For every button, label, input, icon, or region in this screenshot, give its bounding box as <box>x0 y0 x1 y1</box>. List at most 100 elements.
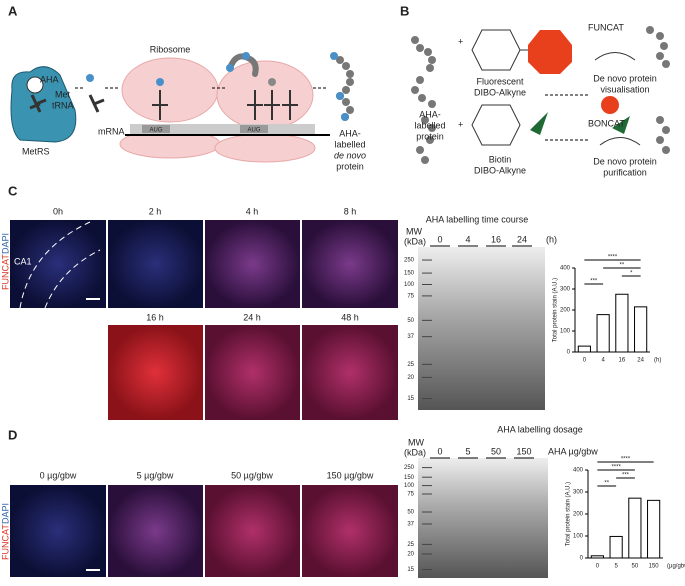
sig-label: *** <box>590 279 598 285</box>
mw-marker: 37 <box>407 334 414 340</box>
mw-marker: 100 <box>404 282 415 288</box>
lane-label: 150 <box>516 446 531 456</box>
label: visualisation <box>600 84 649 94</box>
sig-label: **** <box>621 457 631 463</box>
x-tick-label: 50 <box>632 564 639 570</box>
mw-marker: 75 <box>407 492 414 498</box>
label: De novo protein <box>593 73 657 83</box>
label: mRNA <box>98 126 125 136</box>
label: protein <box>336 161 364 171</box>
x-axis-label: (µg/gbw) <box>667 564 685 570</box>
image-caption: 150 µg/gbw <box>327 470 374 480</box>
label: MetRS <box>22 146 50 156</box>
label: CA1 <box>14 256 32 266</box>
title: AHA labelling dosage <box>497 424 583 434</box>
sig-label: **** <box>608 255 618 261</box>
panel-label: B <box>400 3 409 18</box>
title: AHA labelling time course <box>426 214 529 224</box>
label: DIBO-Alkyne <box>474 165 526 175</box>
y-tick-label: 300 <box>560 287 571 293</box>
x-tick-label: 4 <box>601 358 605 364</box>
label: de novo <box>334 150 366 160</box>
label: AHA µg/gbw <box>548 446 598 456</box>
y-tick-label: 200 <box>560 308 571 314</box>
image-caption: 50 µg/gbw <box>231 470 273 480</box>
label: MW <box>406 226 422 236</box>
label: FUNCAT <box>0 254 10 290</box>
y-tick-label: 200 <box>573 512 584 518</box>
lane-label: 0 <box>437 446 442 456</box>
mw-marker: 250 <box>404 258 415 264</box>
label: AUG <box>149 128 162 134</box>
label: purification <box>603 167 647 177</box>
panel-d-images: FUNCAT DAPI AHA labelling dosage MW (kDa… <box>0 424 598 578</box>
mw-marker: 20 <box>407 552 414 558</box>
mw-marker: 250 <box>404 465 415 471</box>
label: (h) <box>546 234 557 244</box>
panel-c-images: CA1 FUNCAT DAPI AHA labelling time cours… <box>0 214 557 420</box>
label: FUNCAT <box>588 22 624 32</box>
y-tick-label: 300 <box>573 490 584 496</box>
label: De novo protein <box>593 156 657 166</box>
x-tick-label: 24 <box>637 358 644 364</box>
bar <box>577 345 591 353</box>
sig-label: ** <box>620 263 625 269</box>
bar <box>634 306 648 353</box>
mw-marker: 15 <box>407 567 414 573</box>
mw-marker: 20 <box>407 375 414 381</box>
y-tick-label: 100 <box>560 329 571 335</box>
label: labelled <box>414 120 445 130</box>
sig-label: *** <box>622 473 630 479</box>
bar <box>590 555 604 559</box>
bar <box>596 314 610 353</box>
bar <box>628 497 642 559</box>
y-tick-label: 0 <box>567 350 571 356</box>
label: AHA <box>40 74 59 84</box>
y-axis-label: Total protein stain (A.U.) <box>566 482 572 546</box>
x-tick-label: 0 <box>583 358 587 364</box>
mw-marker: 50 <box>407 510 414 516</box>
bar <box>615 293 629 353</box>
label: protein <box>416 131 444 141</box>
label: (kDa) <box>404 447 426 457</box>
lane-label: 5 <box>465 446 470 456</box>
image-caption: 4 h <box>246 206 259 216</box>
x-tick-label: 5 <box>614 564 618 570</box>
y-tick-label: 0 <box>580 556 584 562</box>
mw-marker: 150 <box>404 475 415 481</box>
label: AHA- <box>339 128 361 138</box>
image-caption: 0h <box>53 206 63 216</box>
label: + <box>458 36 463 46</box>
mw-marker: 37 <box>407 522 414 528</box>
mw-marker: 50 <box>407 318 414 324</box>
y-tick-label: 100 <box>573 534 584 540</box>
sig-label: * <box>630 271 633 277</box>
label: Ribosome <box>150 44 191 54</box>
label: + <box>458 119 463 129</box>
label: DIBO-Alkyne <box>474 87 526 97</box>
label: AUG <box>247 128 260 134</box>
bar <box>609 535 623 559</box>
lane-label: 4 <box>465 234 470 244</box>
label: DAPI <box>0 503 10 524</box>
panel-a: AHA Met tRNA MetRS Ribosome mRNA AUG AUG… <box>10 44 366 171</box>
y-axis-label: Total protein stain (A.U.) <box>553 278 559 342</box>
label: AHA- <box>419 109 441 119</box>
mw-marker: 100 <box>404 483 415 489</box>
lane-label: 50 <box>491 446 501 456</box>
image-caption: 24 h <box>243 312 261 322</box>
label: FUNCAT <box>0 524 10 560</box>
panel-b: FUNCAT BONCAT + + Fluorescent DIBO-Alkyn… <box>411 22 670 177</box>
bar <box>647 499 661 559</box>
sig-label: **** <box>611 465 621 471</box>
image-caption: 5 µg/gbw <box>137 470 174 480</box>
image-caption: 48 h <box>341 312 359 322</box>
x-tick-label: 0 <box>596 564 600 570</box>
mw-marker: 15 <box>407 396 414 402</box>
label: MW <box>408 437 424 447</box>
sig-label: ** <box>604 481 609 487</box>
panel-label: A <box>8 3 18 18</box>
y-tick-label: 400 <box>573 468 584 474</box>
label: tRNA <box>52 100 74 110</box>
